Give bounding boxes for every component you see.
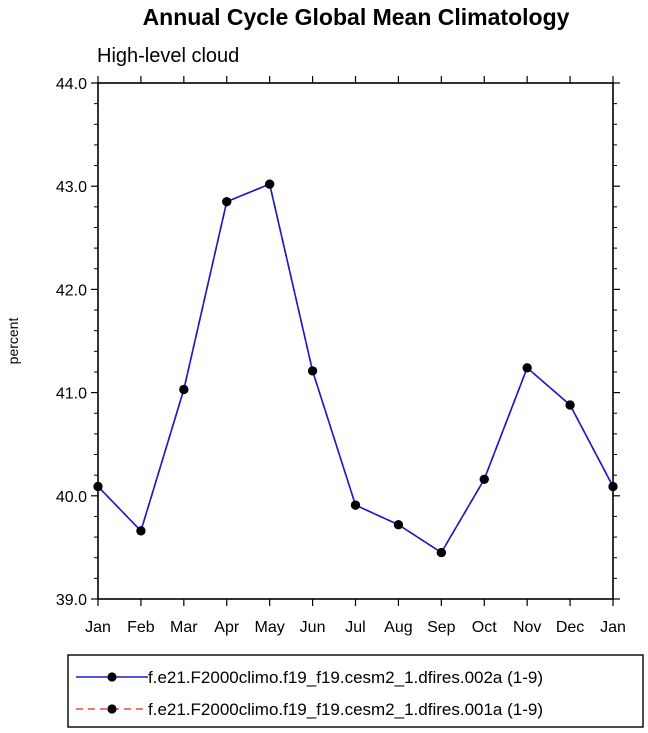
x-tick-label: Jan xyxy=(85,619,111,636)
data-point xyxy=(436,547,446,558)
x-tick-label: Oct xyxy=(472,619,497,636)
data-point xyxy=(522,363,532,373)
x-tick-label: Mar xyxy=(170,619,198,636)
y-tick-label: 41.0 xyxy=(56,386,87,403)
x-tick-label: Jul xyxy=(345,619,365,636)
data-point xyxy=(565,400,575,410)
x-tick-label: Nov xyxy=(513,619,541,636)
y-tick-label: 39.0 xyxy=(56,592,87,609)
x-tick-label: Apr xyxy=(214,619,240,636)
x-tick-label: Sep xyxy=(427,619,456,636)
x-tick-label: Feb xyxy=(127,619,155,636)
legend-marker xyxy=(107,704,117,714)
data-point xyxy=(307,366,318,376)
y-tick-label: 44.0 xyxy=(56,76,87,93)
y-tick-label: 43.0 xyxy=(56,179,87,196)
data-point xyxy=(479,474,489,484)
legend-entry-label: f.e21.F2000climo.f19_f19.cesm2_1.dfires.… xyxy=(148,668,543,687)
legend-box xyxy=(67,654,644,728)
legend-entry-label: f.e21.F2000climo.f19_f19.cesm2_1.dfires.… xyxy=(148,700,543,719)
data-point xyxy=(179,384,189,395)
data-point xyxy=(222,197,232,207)
series-line xyxy=(97,183,614,554)
legend: f.e21.F2000climo.f19_f19.cesm2_1.dfires.… xyxy=(67,654,644,728)
chart-title: Annual Cycle Global Mean Climatology xyxy=(143,4,570,30)
x-tick-label: Jan xyxy=(600,619,626,636)
plot-area: 39.0 40.0 41.0 42.0 43.0 44.0 Jan Feb Mar Apr May J… xyxy=(56,76,626,636)
data-point xyxy=(393,520,404,530)
data-point xyxy=(136,526,146,536)
chart-subtitle: High-level cloud xyxy=(97,45,239,67)
x-tick-label: Aug xyxy=(384,619,412,636)
data-point xyxy=(608,481,618,492)
y-tick-label: 42.0 xyxy=(56,282,87,299)
x-tick-label: Dec xyxy=(556,619,584,636)
plot-frame xyxy=(97,82,614,600)
x-tick-label: Jun xyxy=(300,619,326,636)
data-point xyxy=(265,179,275,189)
legend-marker xyxy=(107,672,117,682)
x-tick-label: May xyxy=(255,619,285,636)
data-point xyxy=(93,481,103,492)
data-point xyxy=(350,500,361,510)
series-line xyxy=(97,183,614,554)
y-axis-label: percent xyxy=(5,318,21,365)
y-tick-label: 40.0 xyxy=(56,489,87,506)
